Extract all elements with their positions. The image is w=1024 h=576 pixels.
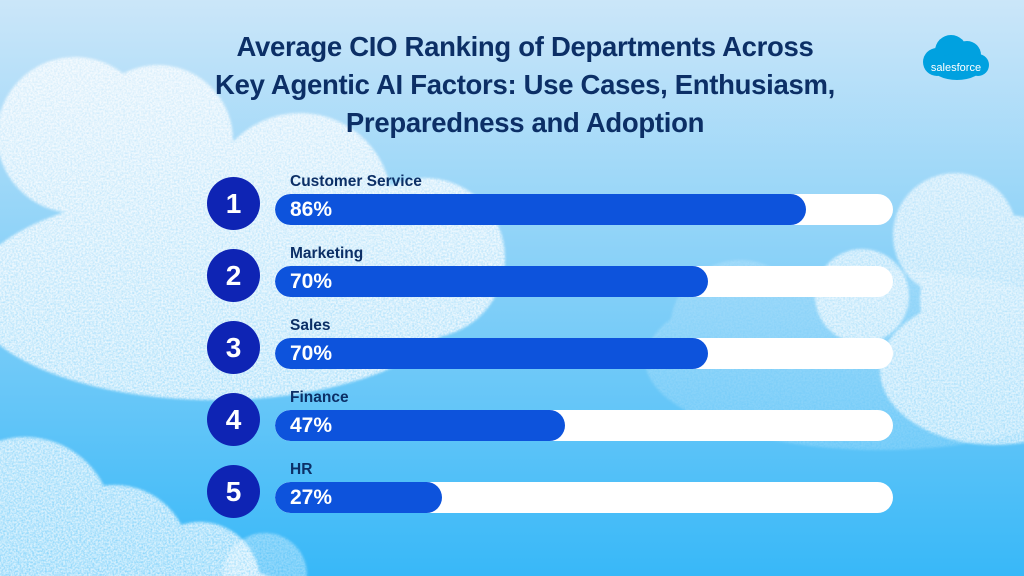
- bar-label: Marketing: [290, 245, 364, 262]
- ranked-bar-row: 5 HR 27%: [207, 460, 893, 518]
- ranked-bar-row: 2 Marketing 70%: [207, 244, 893, 302]
- rank-badge: 4: [207, 393, 260, 446]
- salesforce-logo-text: salesforce: [931, 62, 981, 74]
- ranked-bar-row: 4 Finance 47%: [207, 388, 893, 446]
- chart-title-line: Average CIO Ranking of Departments Acros…: [236, 31, 814, 62]
- ranked-bar-row: 1 Customer Service 86%: [207, 172, 893, 230]
- bar-track: 27%: [275, 482, 893, 513]
- bar-label: Customer Service: [290, 173, 422, 190]
- rank-badge: 3: [207, 321, 260, 374]
- bar-track: 70%: [275, 338, 893, 369]
- ranked-bar-row: 3 Sales 70%: [207, 316, 893, 374]
- chart-title-line: Key Agentic AI Factors: Use Cases, Enthu…: [215, 69, 835, 100]
- bar-track: 86%: [275, 194, 893, 225]
- bar-label: Finance: [290, 389, 349, 406]
- bar-track: 47%: [275, 410, 893, 441]
- bar-label: Sales: [290, 317, 331, 334]
- bar-value: 47%: [290, 413, 333, 437]
- rank-badge: 5: [207, 465, 260, 518]
- bar-value: 27%: [290, 485, 333, 509]
- rank-badge: 1: [207, 177, 260, 230]
- chart-title-line: Preparedness and Adoption: [345, 107, 705, 138]
- bar-fill: 47%: [275, 410, 566, 441]
- chart-title: Average CIO Ranking of Departments Acros…: [90, 28, 960, 142]
- bar-value: 70%: [290, 341, 333, 365]
- bar-fill: 27%: [275, 482, 442, 513]
- rank-badge: 2: [207, 249, 260, 302]
- cloud-bottom-blob: [223, 533, 307, 576]
- salesforce-logo: salesforce: [923, 35, 989, 80]
- bar-track: 70%: [275, 266, 893, 297]
- bar-value: 86%: [290, 197, 333, 221]
- bar-fill: 86%: [275, 194, 807, 225]
- bar-value: 70%: [290, 269, 333, 293]
- bar-label: HR: [290, 461, 313, 478]
- bar-fill: 70%: [275, 266, 708, 297]
- bar-fill: 70%: [275, 338, 708, 369]
- salesforce-cloud-icon: [923, 35, 989, 80]
- bar-rows: 1 Customer Service 86% 2 Marketing 70% 3 Sales 7…: [207, 172, 893, 532]
